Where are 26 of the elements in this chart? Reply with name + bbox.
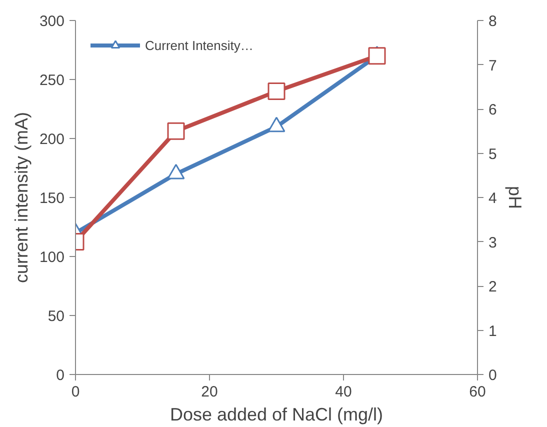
y2-tick-label: 4 [488, 190, 497, 207]
x-axis-title: Dose added of NaCl (mg/l) [170, 404, 384, 424]
point [268, 82, 286, 100]
legend-label: Current Intensity… [145, 38, 254, 52]
y-tick-label: 250 [39, 72, 65, 89]
x-tick-label: 40 [335, 384, 352, 400]
y-tick-label: 200 [39, 131, 65, 148]
y-tick-label: 50 [48, 308, 65, 325]
y2-tick-label: 6 [488, 102, 497, 118]
x-tick-label: 0 [71, 384, 80, 400]
y2-tick-label: 0 [488, 367, 497, 384]
x-tick-label: 60 [469, 384, 486, 400]
y2-tick-label: 2 [488, 278, 497, 296]
y2-tick-label: 7 [488, 57, 497, 74]
y2-tick-label: 1 [488, 322, 497, 340]
y2-tick-label: 8 [488, 13, 497, 30]
y-tick-label: 150 [39, 190, 65, 207]
y-tick-label: 0 [56, 367, 64, 384]
y2-axis-title: pH [504, 186, 525, 210]
y2-tick-label: 5 [488, 146, 497, 163]
x-tick-label: 20 [201, 384, 218, 400]
point [368, 47, 386, 65]
y2-tick-label: 3 [488, 234, 497, 252]
y-tick-label: 300 [39, 13, 65, 30]
y-tick-label: 100 [39, 249, 65, 266]
y-axis-title: current intensity (mA) [11, 112, 32, 284]
